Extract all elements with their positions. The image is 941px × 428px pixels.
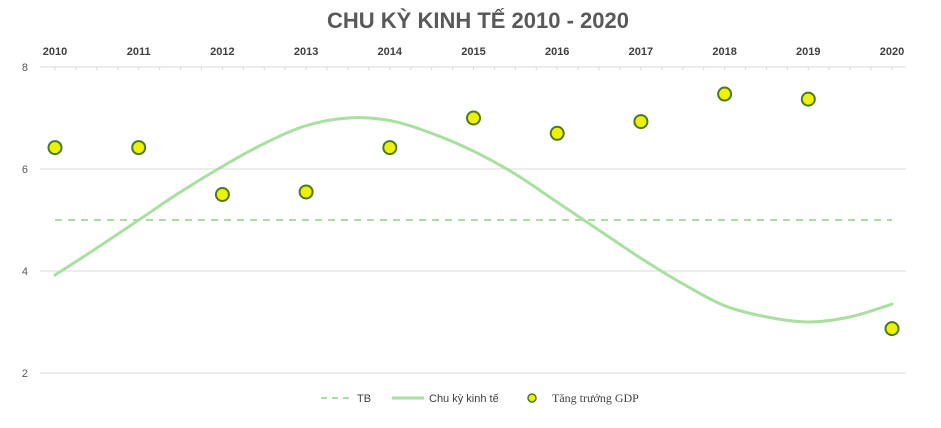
x-tick-label: 2018 [712,46,736,58]
gdp-point [466,110,481,126]
legend-tb-label: TB [357,393,371,405]
x-tick-label: 2017 [629,46,653,58]
legend-cycle-label: Chu kỳ kinh tế [429,393,499,405]
x-tick-label: 2012 [210,46,234,58]
x-ticks-layer: 2010 2011 2012 2013 2014 2015 2016 2017 2018 2019… [43,46,904,58]
y-tick-label: 8 [22,62,28,74]
series-layer [53,116,894,324]
y-tick-label: 4 [22,266,28,278]
x-tick-label: 2020 [880,46,904,58]
gdp-point [633,114,649,130]
y-tick-label: 2 [22,368,28,380]
x-tick-label: 2013 [294,46,318,58]
series-cycle-line [53,116,894,324]
gdp-point [131,140,147,156]
chart-title: CHU KỲ KINH TẾ 2010 - 2020 [327,8,629,33]
legend-gdp-label: Tăng trưởng GDP [552,391,639,405]
legend-gdp-swatch [527,393,537,403]
gdp-point [298,184,314,200]
x-tick-label: 2010 [43,46,67,58]
y-ticks-layer: 2 4 6 8 [22,62,28,380]
gdp-point [549,125,565,141]
grid-layer [40,66,906,374]
gdp-point [717,86,733,102]
gdp-point [214,187,230,202]
x-tick-label: 2011 [127,46,151,58]
gdp-point [884,321,900,337]
marker-layer [47,86,900,337]
gdp-point [382,140,398,156]
x-tick-label: 2019 [796,46,820,58]
gdp-point [800,91,816,107]
y-tick-label: 6 [22,164,28,176]
gdp-point [47,140,63,156]
x-tick-label: 2015 [461,46,485,58]
legend: TB Chu kỳ kinh tế Tăng trưởng GDP [321,391,639,405]
x-tick-label: 2016 [545,46,569,58]
x-tick-label: 2014 [378,46,403,58]
